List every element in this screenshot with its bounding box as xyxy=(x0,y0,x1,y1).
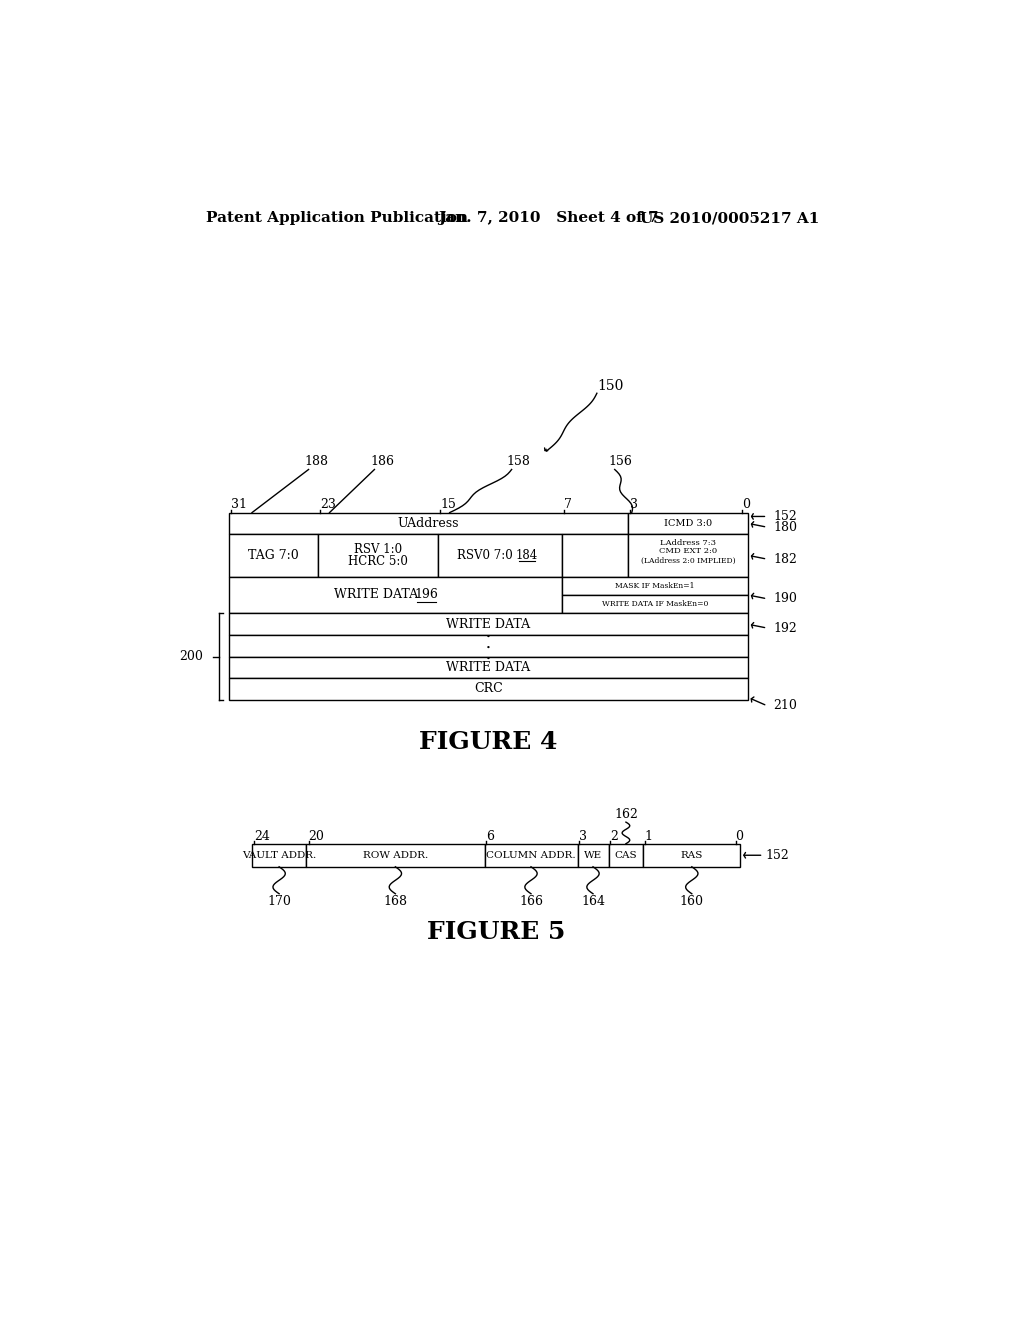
Bar xyxy=(228,577,562,614)
Text: Patent Application Publication: Patent Application Publication xyxy=(206,211,468,226)
Text: 210: 210 xyxy=(773,700,798,713)
Bar xyxy=(562,595,748,614)
Text: 192: 192 xyxy=(773,622,798,635)
Text: 31: 31 xyxy=(231,499,247,511)
Text: 164: 164 xyxy=(581,895,605,908)
Bar xyxy=(438,535,562,577)
Text: 152: 152 xyxy=(773,510,798,523)
Bar xyxy=(228,656,748,678)
Bar xyxy=(578,843,608,867)
Text: 0: 0 xyxy=(741,499,750,511)
Text: RSV0 7:0: RSV0 7:0 xyxy=(457,549,512,562)
Text: 23: 23 xyxy=(321,499,336,511)
Bar xyxy=(643,843,740,867)
Text: 2: 2 xyxy=(610,829,617,842)
Text: RAS: RAS xyxy=(681,851,703,859)
Text: WRITE DATA: WRITE DATA xyxy=(446,618,530,631)
Text: 0: 0 xyxy=(735,829,743,842)
Text: 15: 15 xyxy=(440,499,457,511)
Text: 180: 180 xyxy=(773,520,798,533)
Bar xyxy=(228,635,748,656)
Text: ICMD 3:0: ICMD 3:0 xyxy=(664,519,712,528)
Bar xyxy=(228,535,317,577)
Text: Jan. 7, 2010   Sheet 4 of 7: Jan. 7, 2010 Sheet 4 of 7 xyxy=(438,211,658,226)
Text: 196: 196 xyxy=(415,589,438,602)
Text: 152: 152 xyxy=(766,849,790,862)
Text: WRITE DATA: WRITE DATA xyxy=(446,661,530,675)
Text: 168: 168 xyxy=(383,895,408,908)
Text: 188: 188 xyxy=(305,454,329,467)
Text: TAG 7:0: TAG 7:0 xyxy=(248,549,299,562)
Text: WE: WE xyxy=(584,851,602,859)
Text: •
•
•: • • • xyxy=(486,632,490,663)
Text: 186: 186 xyxy=(371,454,394,467)
Bar xyxy=(252,843,306,867)
Text: 6: 6 xyxy=(486,829,494,842)
Bar xyxy=(562,535,628,577)
Text: 1: 1 xyxy=(645,829,653,842)
Bar xyxy=(628,535,748,577)
Bar xyxy=(484,843,578,867)
Text: (LAddress 2:0 IMPLIED): (LAddress 2:0 IMPLIED) xyxy=(641,557,735,565)
Text: CAS: CAS xyxy=(614,851,637,859)
Text: UAddress: UAddress xyxy=(397,517,459,529)
Text: 3: 3 xyxy=(579,829,587,842)
Bar xyxy=(628,512,748,535)
Bar xyxy=(306,843,484,867)
Bar xyxy=(228,678,748,700)
Text: 24: 24 xyxy=(254,829,270,842)
Text: 7: 7 xyxy=(564,499,572,511)
Text: 200: 200 xyxy=(179,649,204,663)
Text: 150: 150 xyxy=(597,379,624,392)
Text: 156: 156 xyxy=(608,454,633,467)
Text: 160: 160 xyxy=(680,895,703,908)
Bar xyxy=(608,843,643,867)
Text: ROW ADDR.: ROW ADDR. xyxy=(362,851,428,859)
Text: 3: 3 xyxy=(630,499,638,511)
Bar xyxy=(228,614,748,635)
Text: 158: 158 xyxy=(506,454,530,467)
Text: 170: 170 xyxy=(267,895,291,908)
Text: WRITE DATA: WRITE DATA xyxy=(334,589,418,602)
Text: CRC: CRC xyxy=(474,682,503,696)
Text: 190: 190 xyxy=(773,593,798,606)
Text: HCRC 5:0: HCRC 5:0 xyxy=(348,554,408,568)
Text: RSV 1:0: RSV 1:0 xyxy=(354,543,402,556)
Text: FIGURE 5: FIGURE 5 xyxy=(427,920,565,944)
Bar xyxy=(562,577,748,595)
Text: 184: 184 xyxy=(516,549,539,562)
Text: COLUMN ADDR.: COLUMN ADDR. xyxy=(486,851,575,859)
Text: 162: 162 xyxy=(614,808,638,821)
Text: VAULT ADDR.: VAULT ADDR. xyxy=(242,851,316,859)
Text: 182: 182 xyxy=(773,553,798,566)
Text: MASK IF MaskEn=1: MASK IF MaskEn=1 xyxy=(615,582,694,590)
Text: WRITE DATA IF MaskEn=0: WRITE DATA IF MaskEn=0 xyxy=(602,601,709,609)
Text: FIGURE 4: FIGURE 4 xyxy=(419,730,557,754)
Bar xyxy=(228,512,628,535)
Text: 166: 166 xyxy=(519,895,543,908)
Text: CMD EXT 2:0: CMD EXT 2:0 xyxy=(658,546,717,556)
Bar xyxy=(317,535,438,577)
Text: US 2010/0005217 A1: US 2010/0005217 A1 xyxy=(640,211,819,226)
Text: 20: 20 xyxy=(308,829,325,842)
Text: LAddress 7:3: LAddress 7:3 xyxy=(659,539,716,546)
